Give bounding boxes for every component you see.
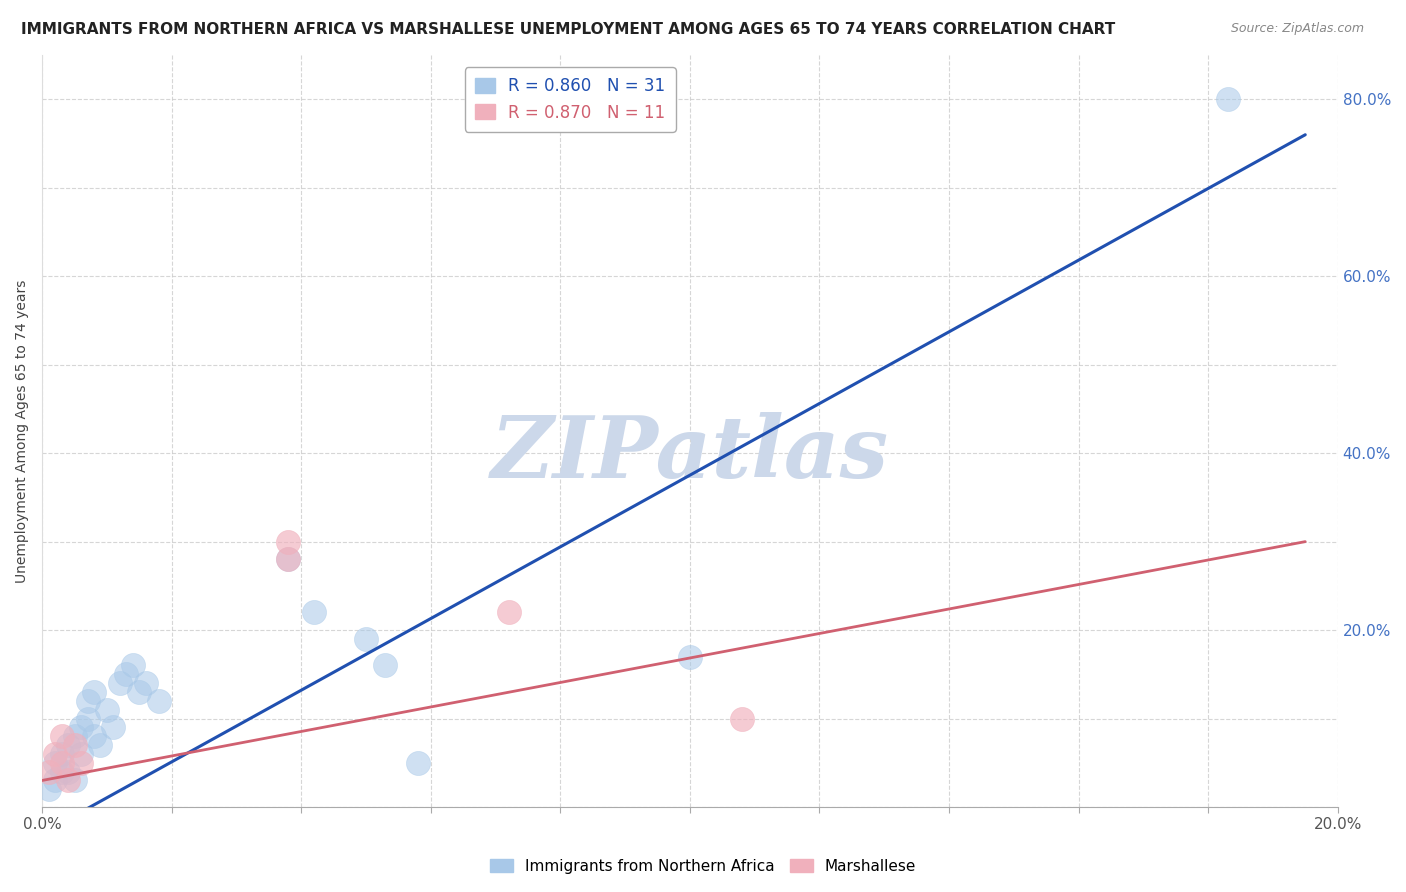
- Point: [498, 606, 520, 620]
- Point: [354, 632, 377, 646]
- Point: [76, 694, 98, 708]
- Point: [56, 738, 79, 752]
- Text: ZIPatlas: ZIPatlas: [491, 412, 889, 495]
- Point: [63, 738, 86, 752]
- Point: [56, 773, 79, 788]
- Legend: R = 0.860   N = 31, R = 0.870   N = 11: R = 0.860 N = 31, R = 0.870 N = 11: [465, 67, 675, 131]
- Point: [44, 756, 66, 770]
- Point: [96, 703, 118, 717]
- Text: Source: ZipAtlas.com: Source: ZipAtlas.com: [1230, 22, 1364, 36]
- Point: [51, 747, 73, 761]
- Point: [277, 552, 299, 566]
- Point: [277, 534, 299, 549]
- Point: [51, 756, 73, 770]
- Point: [406, 756, 429, 770]
- Text: IMMIGRANTS FROM NORTHERN AFRICA VS MARSHALLESE UNEMPLOYMENT AMONG AGES 65 TO 74 : IMMIGRANTS FROM NORTHERN AFRICA VS MARSH…: [21, 22, 1115, 37]
- Point: [135, 676, 157, 690]
- Point: [70, 756, 93, 770]
- Legend: Immigrants from Northern Africa, Marshallese: Immigrants from Northern Africa, Marshal…: [484, 853, 922, 880]
- Point: [56, 764, 79, 779]
- Point: [63, 773, 86, 788]
- Point: [148, 694, 170, 708]
- Point: [115, 667, 138, 681]
- Point: [51, 729, 73, 743]
- Point: [44, 747, 66, 761]
- Point: [76, 712, 98, 726]
- Point: [374, 658, 396, 673]
- Point: [731, 712, 754, 726]
- Point: [38, 764, 60, 779]
- Point: [277, 552, 299, 566]
- Point: [128, 685, 150, 699]
- Point: [679, 649, 702, 664]
- Point: [103, 720, 125, 734]
- Point: [122, 658, 145, 673]
- Point: [63, 729, 86, 743]
- Point: [51, 764, 73, 779]
- Point: [302, 606, 325, 620]
- Y-axis label: Unemployment Among Ages 65 to 74 years: Unemployment Among Ages 65 to 74 years: [15, 279, 30, 582]
- Point: [108, 676, 131, 690]
- Point: [38, 782, 60, 797]
- Point: [89, 738, 111, 752]
- Point: [44, 773, 66, 788]
- Point: [83, 729, 105, 743]
- Point: [70, 720, 93, 734]
- Point: [1216, 92, 1239, 106]
- Point: [70, 747, 93, 761]
- Point: [83, 685, 105, 699]
